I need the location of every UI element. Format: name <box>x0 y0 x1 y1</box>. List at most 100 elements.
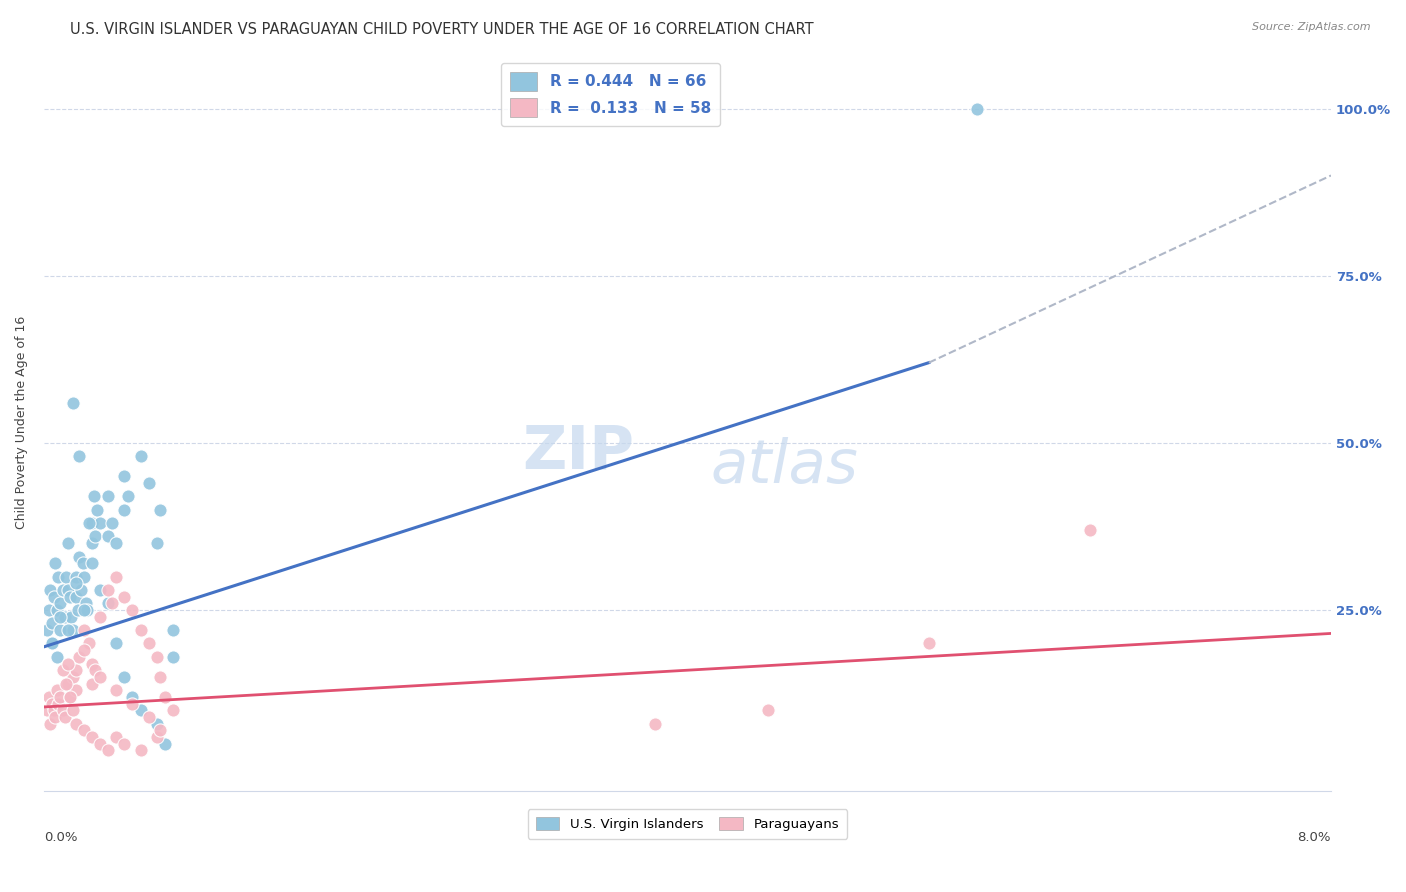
Point <box>89 670 111 684</box>
Point <box>82 536 104 550</box>
Point <box>39 716 62 731</box>
Point <box>67 549 90 564</box>
Point <box>75 596 97 610</box>
Point <box>129 450 152 464</box>
Point <box>38 690 60 704</box>
Point <box>117 489 139 503</box>
Point <box>56 657 79 671</box>
Point <box>129 743 152 757</box>
Point <box>918 636 941 650</box>
Point <box>138 710 160 724</box>
Point <box>84 529 107 543</box>
Point <box>138 636 160 650</box>
Point <box>53 609 76 624</box>
Point <box>86 502 108 516</box>
Point <box>65 576 87 591</box>
Point <box>56 536 79 550</box>
Point <box>89 737 111 751</box>
Point <box>105 730 128 744</box>
Point <box>82 657 104 671</box>
Point <box>73 723 96 738</box>
Point <box>65 569 87 583</box>
Point <box>121 690 143 704</box>
Point <box>97 529 120 543</box>
Point <box>49 596 72 610</box>
Point <box>162 703 184 717</box>
Point <box>966 102 988 116</box>
Point <box>105 536 128 550</box>
Point <box>756 703 779 717</box>
Point <box>89 609 111 624</box>
Point <box>41 636 63 650</box>
Point <box>138 475 160 490</box>
Point <box>45 683 67 698</box>
Point <box>52 703 75 717</box>
Point <box>105 569 128 583</box>
Text: 0.0%: 0.0% <box>44 831 77 844</box>
Point <box>49 609 72 624</box>
Text: atlas: atlas <box>710 437 858 497</box>
Point <box>67 450 90 464</box>
Point <box>112 469 135 483</box>
Point <box>129 623 152 637</box>
Point <box>153 737 176 751</box>
Point <box>162 623 184 637</box>
Point <box>52 582 75 597</box>
Point <box>89 582 111 597</box>
Point <box>121 697 143 711</box>
Point <box>129 703 152 717</box>
Point <box>82 556 104 570</box>
Point <box>52 663 75 677</box>
Point <box>42 703 65 717</box>
Point <box>37 623 59 637</box>
Point <box>149 723 172 738</box>
Point <box>59 590 82 604</box>
Point <box>97 596 120 610</box>
Point <box>1078 523 1101 537</box>
Point <box>45 649 67 664</box>
Point <box>65 683 87 698</box>
Point <box>100 516 122 530</box>
Point <box>82 516 104 530</box>
Point <box>55 676 77 690</box>
Point <box>112 737 135 751</box>
Point <box>73 623 96 637</box>
Point <box>41 636 63 650</box>
Point <box>53 710 76 724</box>
Point <box>45 603 67 617</box>
Point <box>162 649 184 664</box>
Point <box>77 516 100 530</box>
Point <box>56 582 79 597</box>
Point <box>82 676 104 690</box>
Point <box>84 663 107 677</box>
Point <box>59 690 82 704</box>
Point <box>145 730 167 744</box>
Point <box>37 703 59 717</box>
Point <box>44 710 66 724</box>
Text: ZIP: ZIP <box>522 423 634 482</box>
Text: Source: ZipAtlas.com: Source: ZipAtlas.com <box>1253 22 1371 32</box>
Point <box>145 536 167 550</box>
Point <box>121 603 143 617</box>
Point <box>149 670 172 684</box>
Point <box>89 516 111 530</box>
Point <box>49 690 72 704</box>
Point <box>41 697 63 711</box>
Point <box>62 670 84 684</box>
Point <box>145 649 167 664</box>
Point <box>77 636 100 650</box>
Point <box>38 603 60 617</box>
Point <box>39 582 62 597</box>
Point <box>42 590 65 604</box>
Point <box>48 569 70 583</box>
Point <box>112 502 135 516</box>
Point <box>112 670 135 684</box>
Point <box>48 697 70 711</box>
Legend: R = 0.444   N = 66, R =  0.133   N = 58: R = 0.444 N = 66, R = 0.133 N = 58 <box>501 62 720 126</box>
Point <box>44 556 66 570</box>
Point <box>644 716 666 731</box>
Point <box>112 590 135 604</box>
Text: 8.0%: 8.0% <box>1298 831 1331 844</box>
Point <box>149 502 172 516</box>
Point <box>65 663 87 677</box>
